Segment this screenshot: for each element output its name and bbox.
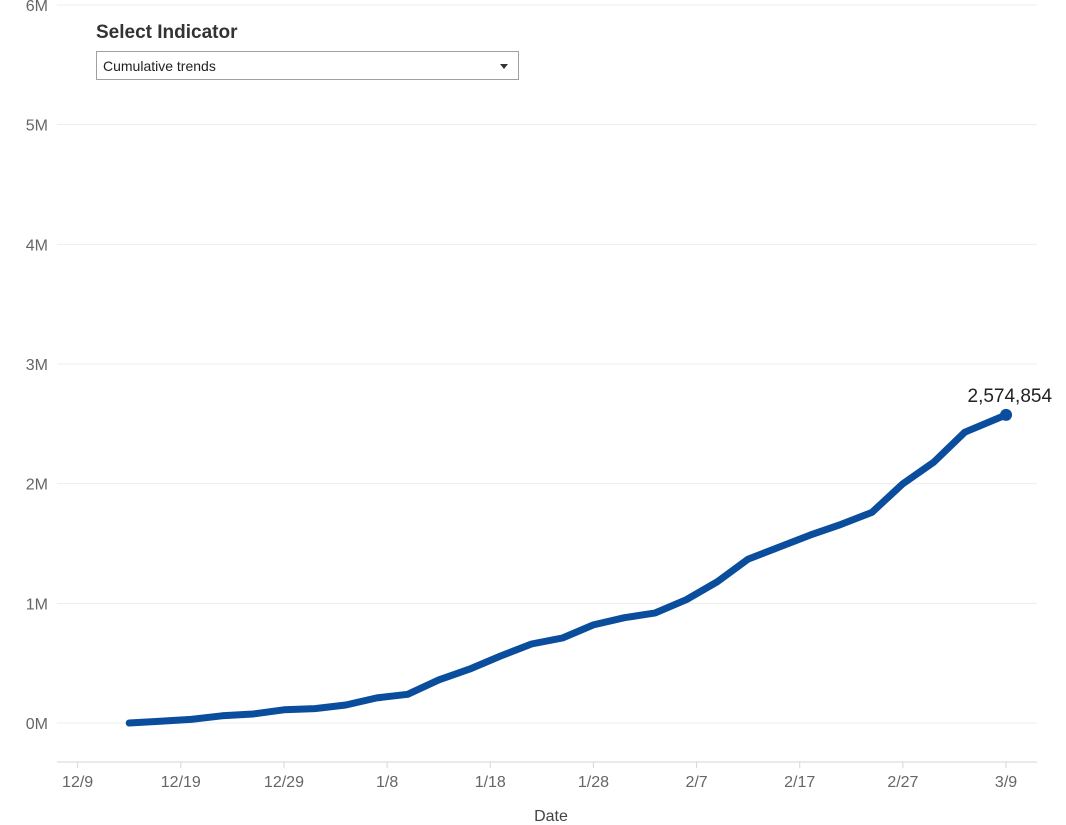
x-tick-label: 12/9: [62, 774, 93, 791]
filter-title: Select Indicator: [96, 22, 238, 43]
last-data-point[interactable]: [1000, 408, 1013, 421]
gridlines: [57, 4, 1037, 724]
y-tick-label: 1M: [26, 596, 48, 613]
x-tick-label: 12/29: [264, 774, 304, 791]
series-line-cumulative: [125, 411, 1010, 727]
x-tick-label: 1/28: [578, 774, 609, 791]
x-tick-label: 1/8: [376, 774, 398, 791]
x-axis-title: Date: [534, 808, 568, 825]
y-tick-label: 2M: [26, 477, 48, 494]
indicator-select-value: Cumulative trends: [103, 58, 216, 74]
x-axis-ticks: 12/9 12/19 12/29 1/8 1/18 1/28 2/7 2/17 2/27 3/9: [62, 762, 1017, 791]
y-axis-ticks: 0M 1M 2M 3M 4M 5M 6M: [26, 0, 48, 733]
x-tick-label: 12/19: [161, 774, 201, 791]
y-tick-label: 0M: [26, 716, 48, 733]
y-tick-label: 5M: [26, 118, 48, 135]
y-tick-label: 6M: [26, 0, 48, 15]
x-tick-label: 2/17: [784, 774, 815, 791]
x-tick-label: 2/27: [887, 774, 918, 791]
indicator-select[interactable]: Cumulative trends: [96, 51, 519, 80]
dropdown-arrow-icon: [500, 64, 508, 69]
last-value-label: 2,574,854: [968, 386, 1053, 407]
x-tick-label: 2/7: [685, 774, 707, 791]
y-tick-label: 4M: [26, 237, 48, 254]
x-tick-label: 3/9: [995, 774, 1017, 791]
y-tick-label: 3M: [26, 357, 48, 374]
x-tick-label: 1/18: [475, 774, 506, 791]
